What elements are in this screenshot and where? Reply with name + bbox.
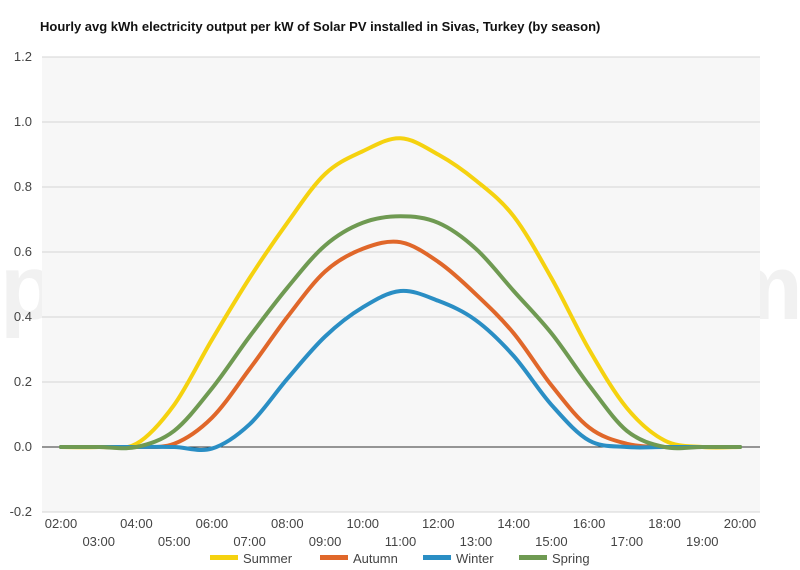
x-tick-label: 02:00 [45, 516, 78, 531]
legend-swatch-autumn [320, 555, 348, 560]
x-tick-label: 06:00 [196, 516, 229, 531]
plot-background [42, 57, 760, 512]
plot-area [42, 57, 760, 512]
x-tick-label: 08:00 [271, 516, 304, 531]
series-lines [59, 136, 742, 452]
x-tick-label: 16:00 [573, 516, 606, 531]
x-tick-label: 17:00 [611, 534, 644, 549]
y-tick-label: 1.0 [14, 114, 32, 129]
x-tick-label: 19:00 [686, 534, 719, 549]
legend-label-spring: Spring [552, 551, 590, 566]
y-tick-label: 0.8 [14, 179, 32, 194]
series-line-spring [59, 214, 742, 451]
legend-label-summer: Summer [243, 551, 293, 566]
x-tick-label: 07:00 [233, 534, 266, 549]
y-tick-label: 0.4 [14, 309, 32, 324]
x-tick-label: 09:00 [309, 534, 342, 549]
legend: Summer Autumn Winter Spring [210, 551, 590, 566]
chart-title: Hourly avg kWh electricity output per kW… [40, 19, 601, 34]
x-axis: 02:00 03:00 04:00 05:00 06:00 07:00 08:00 09:00… [45, 516, 757, 549]
y-tick-label: 0.0 [14, 439, 32, 454]
y-tick-label: -0.2 [10, 504, 32, 519]
x-tick-label: 12:00 [422, 516, 455, 531]
x-tick-label: 04:00 [120, 516, 153, 531]
y-tick-label: 0.2 [14, 374, 32, 389]
y-tick-label: 0.6 [14, 244, 32, 259]
series-line-summer [59, 136, 742, 450]
x-tick-label: 15:00 [535, 534, 568, 549]
x-tick-label: 05:00 [158, 534, 191, 549]
x-tick-label: 03:00 [82, 534, 115, 549]
legend-swatch-spring [519, 555, 547, 560]
x-tick-label: 13:00 [460, 534, 493, 549]
x-tick-label: 14:00 [497, 516, 530, 531]
legend-label-winter: Winter [456, 551, 494, 566]
series-line-autumn [59, 239, 742, 450]
x-tick-label: 20:00 [724, 516, 757, 531]
legend-label-autumn: Autumn [353, 551, 398, 566]
x-tick-label: 10:00 [347, 516, 380, 531]
series-line-winter [59, 288, 742, 452]
legend-swatch-winter [423, 555, 451, 560]
y-tick-label: 1.2 [14, 49, 32, 64]
x-tick-label: 18:00 [648, 516, 681, 531]
x-tick-label: 11:00 [385, 534, 417, 549]
y-axis: -0.2 0.0 0.2 0.4 0.6 0.8 1.0 1.2 [10, 49, 32, 519]
legend-swatch-summer [210, 555, 238, 560]
